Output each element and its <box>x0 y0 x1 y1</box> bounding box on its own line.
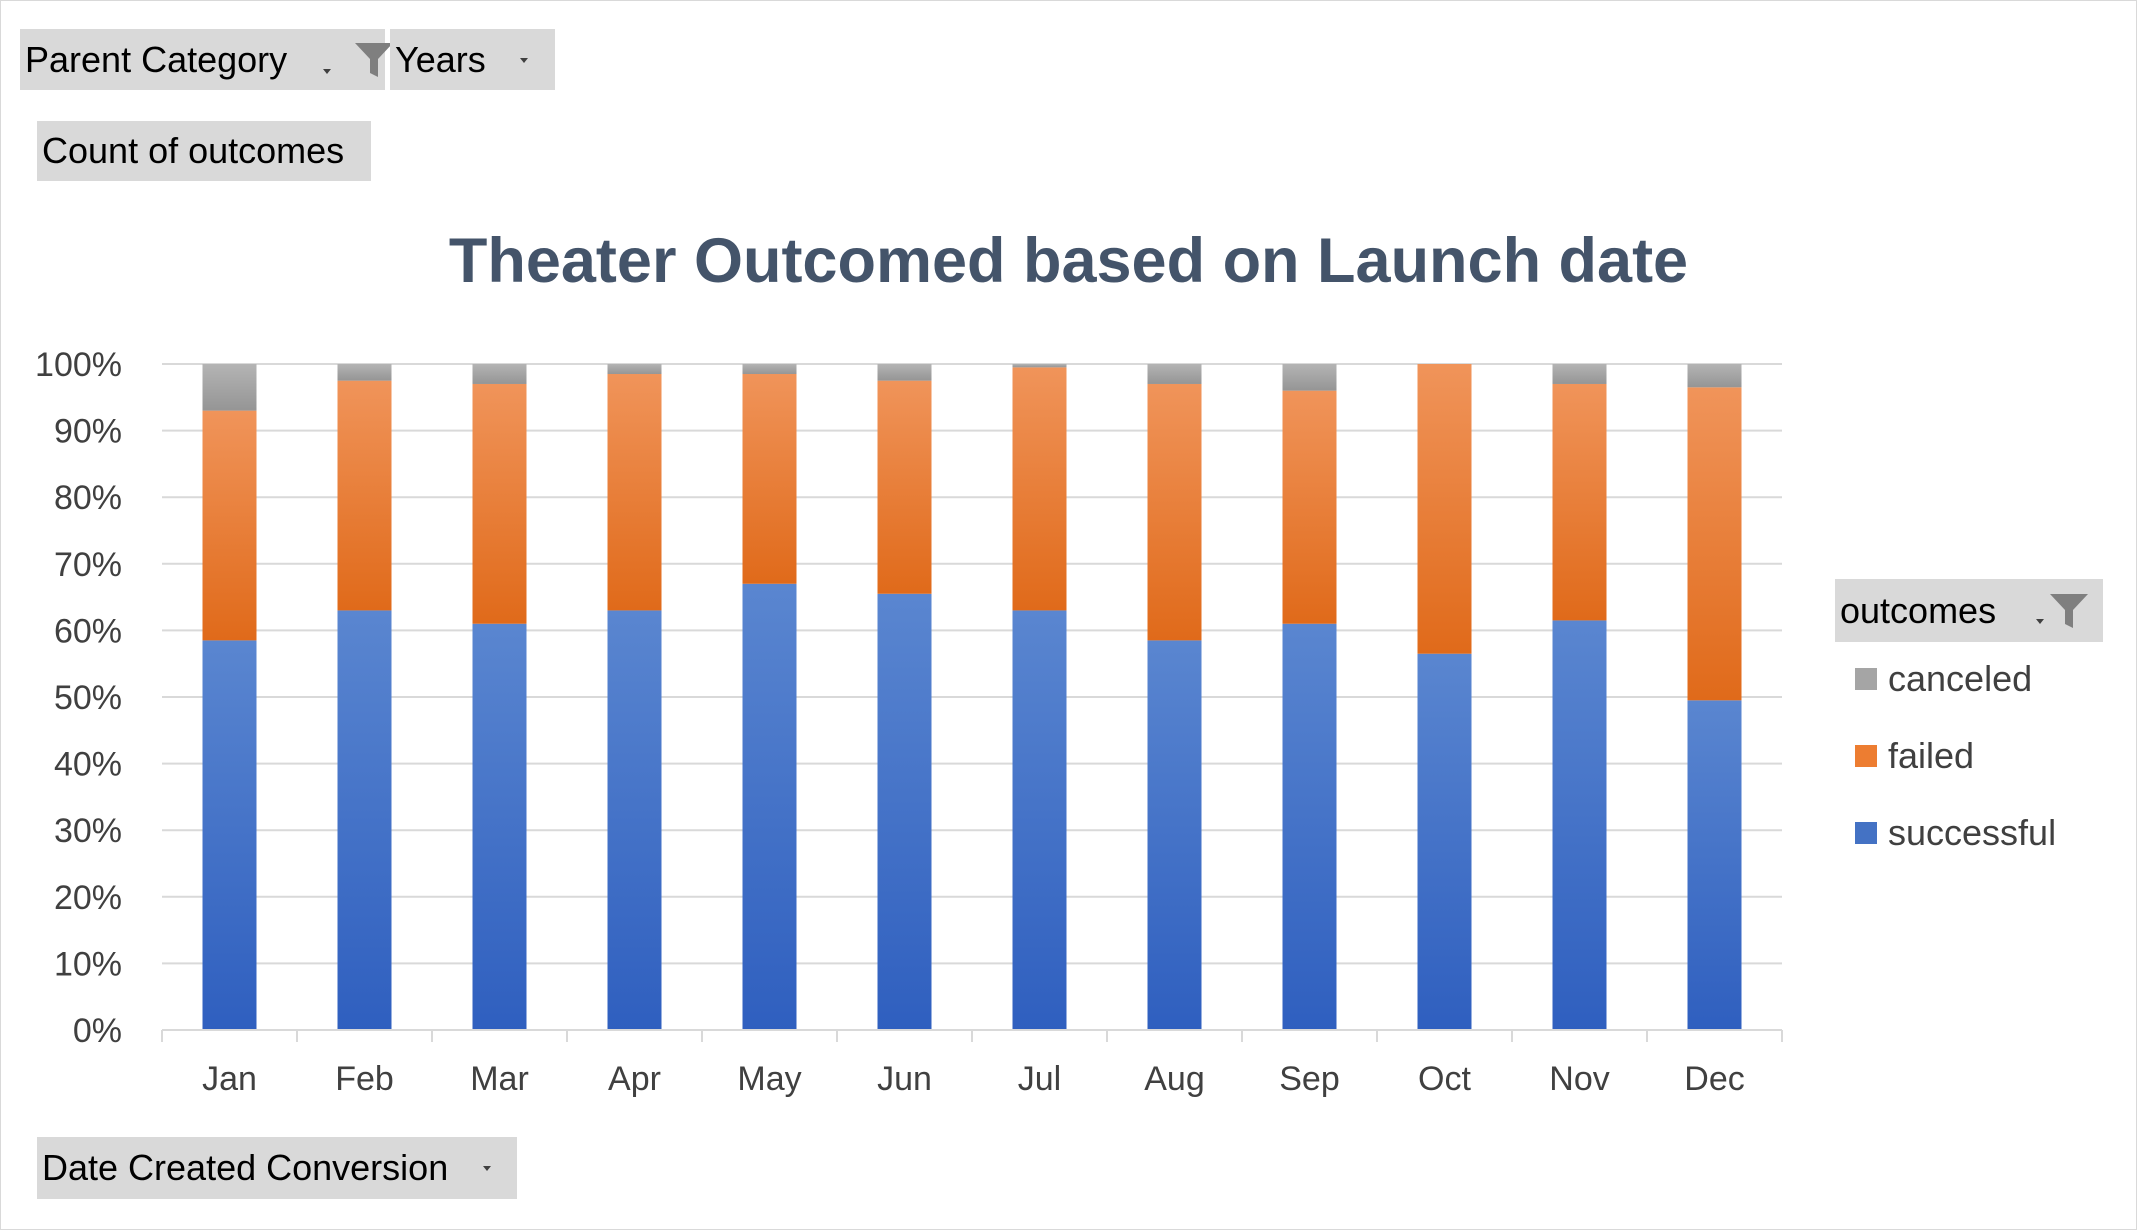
values-field-button[interactable]: Count of outcomes <box>37 121 371 181</box>
y-tick-label: 10% <box>54 945 122 983</box>
filter-funnel-icon <box>2050 594 2088 628</box>
bar-failed-oct[interactable] <box>1417 364 1472 654</box>
y-tick-label: 60% <box>54 612 122 650</box>
y-tick-label: 30% <box>54 812 122 850</box>
bar-failed-may[interactable] <box>742 373 797 584</box>
bar-failed-dec[interactable] <box>1687 387 1742 701</box>
bar-successful-jul[interactable] <box>1012 610 1067 1030</box>
y-tick-label: 40% <box>54 746 122 784</box>
legend-item-failed[interactable]: failed <box>1855 735 1974 777</box>
legend-label-canceled: canceled <box>1888 658 2033 699</box>
legend-label-failed: failed <box>1888 735 1975 776</box>
legend-item-canceled[interactable]: canceled <box>1855 658 2032 700</box>
legend-swatch-successful <box>1855 822 1877 844</box>
y-tick-label: 70% <box>54 546 122 584</box>
bar-successful-dec[interactable] <box>1687 700 1742 1030</box>
bar-canceled-aug[interactable] <box>1147 364 1202 384</box>
bar-successful-aug[interactable] <box>1147 640 1202 1030</box>
values-field-label: Count of outcomes <box>42 130 345 171</box>
y-tick-label: 50% <box>54 679 122 717</box>
y-tick-label: 20% <box>54 879 122 917</box>
years-label: Years <box>395 38 486 80</box>
dropdown-arrow-icon <box>2036 619 2044 624</box>
x-tick-label: Jan <box>202 1060 257 1098</box>
bar-canceled-feb[interactable] <box>337 364 392 381</box>
bar-canceled-jun[interactable] <box>877 364 932 381</box>
bar-failed-mar[interactable] <box>472 383 527 624</box>
y-tick-label: 90% <box>54 413 122 451</box>
bar-canceled-jan[interactable] <box>202 364 257 411</box>
axis-field-button[interactable]: Date Created Conversion <box>37 1137 517 1199</box>
bar-successful-oct[interactable] <box>1417 653 1472 1030</box>
y-tick-label: 80% <box>54 479 122 517</box>
legend-item-successful[interactable]: successful <box>1855 812 2056 854</box>
bar-successful-feb[interactable] <box>337 610 392 1030</box>
bar-failed-apr[interactable] <box>607 373 662 611</box>
bar-failed-sep[interactable] <box>1282 390 1337 624</box>
filter-funnel-icon <box>355 43 393 77</box>
legend-swatch-canceled <box>1855 668 1877 690</box>
outcomes-legend-filter-button[interactable]: outcomes <box>1835 579 2103 642</box>
bar-canceled-jul[interactable] <box>1012 364 1067 368</box>
y-tick-label: 100% <box>35 346 122 384</box>
bar-failed-jun[interactable] <box>877 380 932 594</box>
legend-swatch-failed <box>1855 745 1877 767</box>
bar-failed-nov[interactable] <box>1552 383 1607 621</box>
x-tick-label: Jun <box>877 1060 932 1098</box>
dropdown-arrow-icon <box>520 58 528 63</box>
years-filter-button[interactable]: Years <box>390 29 555 90</box>
bar-successful-jun[interactable] <box>877 593 932 1030</box>
bar-successful-may[interactable] <box>742 583 797 1030</box>
parent-category-filter-button[interactable]: Parent Category <box>20 29 393 90</box>
bar-successful-apr[interactable] <box>607 610 662 1030</box>
bar-canceled-apr[interactable] <box>607 364 662 374</box>
bar-successful-jan[interactable] <box>202 640 257 1030</box>
parent-category-label: Parent Category <box>25 38 288 80</box>
chart-title: Theater Outcomed based on Launch date <box>448 226 1689 296</box>
x-tick-label: Mar <box>470 1060 529 1098</box>
bar-failed-aug[interactable] <box>1147 383 1202 641</box>
axis-field-label: Date Created Conversion <box>42 1147 449 1188</box>
x-tick-label: Apr <box>608 1060 661 1098</box>
bar-successful-mar[interactable] <box>472 623 527 1030</box>
bar-failed-jul[interactable] <box>1012 367 1067 611</box>
x-tick-label: May <box>737 1060 801 1098</box>
bar-successful-nov[interactable] <box>1552 620 1607 1030</box>
x-tick-label: Aug <box>1144 1060 1205 1098</box>
x-tick-label: Sep <box>1279 1060 1340 1098</box>
y-tick-label: 0% <box>73 1012 122 1050</box>
x-tick-label: Dec <box>1684 1060 1744 1098</box>
dropdown-arrow-icon <box>323 69 331 74</box>
outcomes-label: outcomes <box>1840 589 1997 631</box>
x-tick-label: Feb <box>335 1060 394 1098</box>
dropdown-arrow-icon <box>483 1166 491 1171</box>
bar-canceled-mar[interactable] <box>472 364 527 384</box>
bar-failed-feb[interactable] <box>337 380 392 611</box>
legend-label-successful: successful <box>1888 812 2057 853</box>
x-tick-label: Nov <box>1549 1060 1609 1098</box>
bar-successful-sep[interactable] <box>1282 623 1337 1030</box>
bar-canceled-sep[interactable] <box>1282 364 1337 391</box>
bar-canceled-may[interactable] <box>742 364 797 374</box>
x-tick-label: Oct <box>1418 1060 1471 1098</box>
x-tick-label: Jul <box>1018 1060 1061 1098</box>
bar-canceled-dec[interactable] <box>1687 364 1742 388</box>
bar-failed-jan[interactable] <box>202 410 257 641</box>
bar-canceled-nov[interactable] <box>1552 364 1607 384</box>
